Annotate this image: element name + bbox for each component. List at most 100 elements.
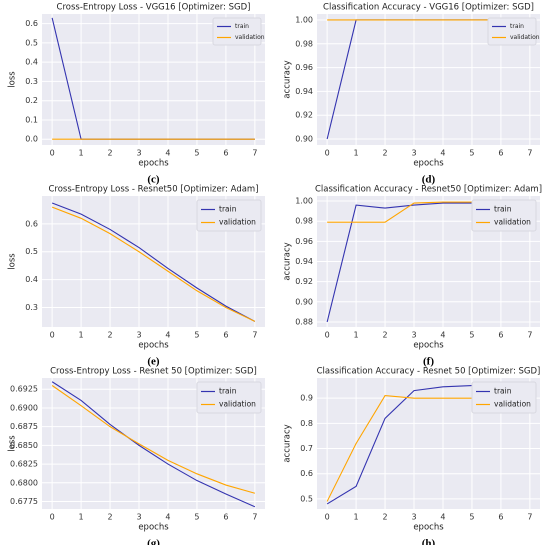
panel-label: (d) <box>422 174 436 186</box>
y-tick-label: 0.6800 <box>10 478 38 487</box>
legend-box <box>196 381 262 414</box>
y-tick-label: 0.6 <box>25 219 38 228</box>
x-tick-label: 3 <box>136 149 141 158</box>
y-tick-label: 1.00 <box>295 15 313 24</box>
y-tick-label: 0.3 <box>25 303 38 312</box>
y-tick-label: 0.8 <box>300 419 313 428</box>
y-tick-label: 0.9 <box>300 394 313 403</box>
x-tick-label: 2 <box>108 331 113 340</box>
x-tick-label: 0 <box>325 331 330 340</box>
x-tick-label: 5 <box>469 331 474 340</box>
x-tick-label: 2 <box>383 149 388 158</box>
x-tick-label: 2 <box>108 513 113 522</box>
x-tick-label: 6 <box>223 513 228 522</box>
series-line <box>51 202 256 322</box>
legend-label: train <box>219 387 237 396</box>
panel-label: (c) <box>147 174 160 186</box>
x-tick-label: 7 <box>527 513 532 522</box>
x-tick-label: 1 <box>79 513 84 522</box>
x-axis-label: epochs <box>413 159 444 169</box>
y-tick-label: 0.5 <box>25 38 38 47</box>
x-tick-label: 3 <box>411 513 416 522</box>
panel-label: (f) <box>423 356 434 368</box>
series-line <box>51 206 256 322</box>
x-tick-label: 3 <box>136 513 141 522</box>
x-axis-label: epochs <box>413 523 444 533</box>
legend-label: validation <box>235 34 265 41</box>
x-tick-label: 3 <box>136 331 141 340</box>
y-tick-label: 1.00 <box>295 197 313 206</box>
x-tick-label: 0 <box>325 513 330 522</box>
x-tick-label: 6 <box>498 149 503 158</box>
y-tick-label: 0.6 <box>25 19 38 28</box>
x-tick-label: 4 <box>440 331 445 340</box>
panel-label: (e) <box>147 356 160 368</box>
x-tick-label: 4 <box>165 513 170 522</box>
x-axis-label: epochs <box>138 523 169 533</box>
legend-label: validation <box>510 34 540 41</box>
x-tick-label: 5 <box>194 149 199 158</box>
x-axis-label: epochs <box>413 341 444 351</box>
legend-box <box>471 199 537 232</box>
y-axis-label: loss <box>8 253 18 270</box>
y-tick-label: 0.98 <box>295 39 313 48</box>
y-tick-label: 0.1 <box>25 115 38 124</box>
x-tick-label: 7 <box>252 331 257 340</box>
x-tick-label: 3 <box>411 149 416 158</box>
y-tick-label: 0.96 <box>295 237 313 246</box>
legend-label: train <box>494 387 512 396</box>
x-tick-label: 4 <box>440 513 445 522</box>
y-tick-label: 0.6850 <box>10 441 38 450</box>
x-tick-label: 3 <box>411 331 416 340</box>
x-tick-label: 5 <box>469 513 474 522</box>
x-tick-label: 4 <box>165 149 170 158</box>
x-tick-label: 6 <box>223 149 228 158</box>
x-tick-label: 0 <box>50 331 55 340</box>
x-tick-label: 6 <box>498 513 503 522</box>
chart-title: Classification Accuracy - Resnet50 [Opti… <box>315 185 542 195</box>
legend-label: train <box>235 23 249 30</box>
y-tick-label: 0.6875 <box>10 422 38 431</box>
y-tick-label: 0.88 <box>295 317 313 326</box>
y-tick-label: 0.6 <box>300 469 313 478</box>
x-tick-label: 7 <box>252 513 257 522</box>
x-tick-label: 4 <box>440 149 445 158</box>
y-tick-label: 0.94 <box>295 87 313 96</box>
x-tick-label: 0 <box>325 149 330 158</box>
y-tick-label: 0.5 <box>300 494 313 503</box>
x-tick-label: 6 <box>498 331 503 340</box>
x-tick-label: 4 <box>165 331 170 340</box>
y-tick-label: 0.6825 <box>10 460 38 469</box>
y-axis-label: accuracy <box>283 60 293 98</box>
y-axis-label: loss <box>8 435 18 452</box>
legend-label: validation <box>219 218 256 227</box>
y-tick-label: 0.92 <box>295 111 313 120</box>
x-tick-label: 5 <box>469 149 474 158</box>
x-tick-label: 0 <box>50 149 55 158</box>
x-tick-label: 5 <box>194 331 199 340</box>
x-tick-label: 5 <box>194 513 199 522</box>
chart-title: Cross-Entropy Loss - VGG16 [Optimizer: S… <box>57 3 251 13</box>
x-tick-label: 7 <box>527 149 532 158</box>
x-tick-label: 1 <box>354 149 359 158</box>
y-tick-label: 0.98 <box>295 217 313 226</box>
legend-box <box>212 17 262 46</box>
x-tick-label: 6 <box>223 331 228 340</box>
series-line <box>51 385 256 494</box>
legend-label: train <box>494 205 512 214</box>
y-tick-label: 0.6775 <box>10 497 38 506</box>
y-axis-label: accuracy <box>283 424 293 462</box>
x-tick-label: 7 <box>527 331 532 340</box>
x-tick-label: 7 <box>252 149 257 158</box>
legend-label: validation <box>219 400 256 409</box>
y-tick-label: 0.92 <box>295 277 313 286</box>
x-tick-label: 0 <box>50 513 55 522</box>
x-axis-label: epochs <box>138 341 169 351</box>
x-axis-label: epochs <box>138 159 169 169</box>
legend-label: validation <box>494 400 531 409</box>
y-tick-label: 0.3 <box>25 77 38 86</box>
chart-title: Cross-Entropy Loss - Resnet50 [Optimizer… <box>48 185 258 195</box>
y-tick-label: 0.2 <box>25 96 38 105</box>
chart-title: Cross-Entropy Loss - Resnet 50 [Optimize… <box>50 367 257 377</box>
